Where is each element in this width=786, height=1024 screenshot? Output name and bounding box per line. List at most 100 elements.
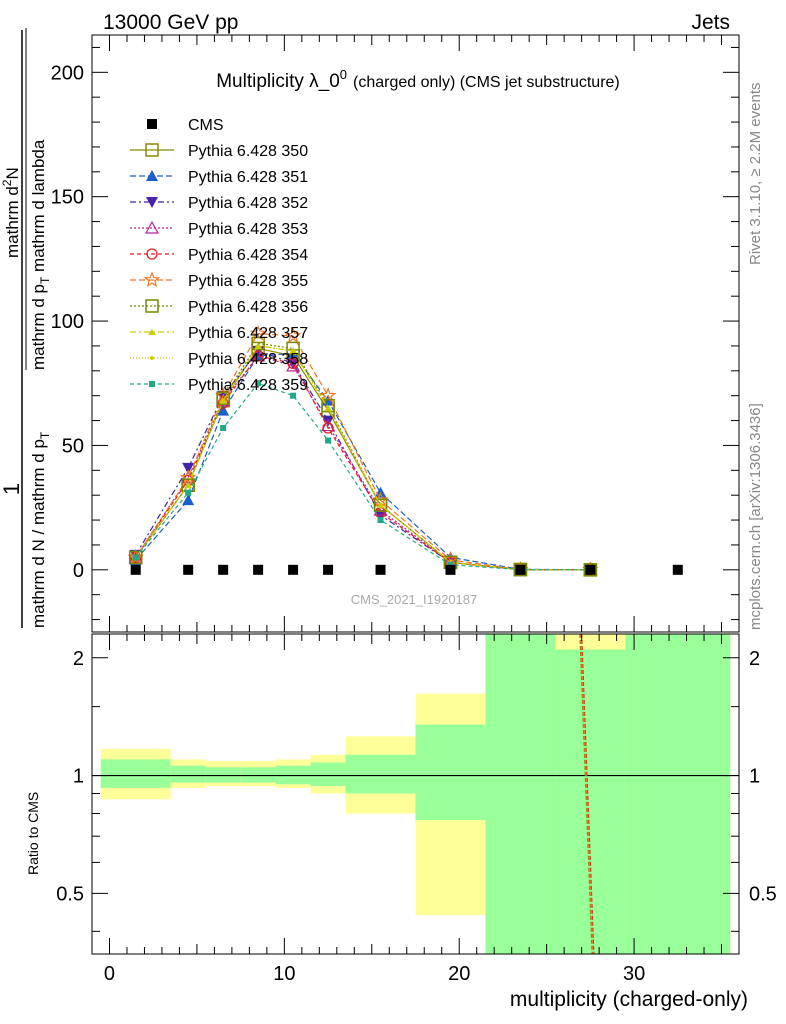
series-point [378, 503, 383, 508]
xtick-label: 10 [273, 963, 295, 985]
legend-item: Pythia 6.428 357 [130, 325, 308, 342]
legend-marker [144, 220, 160, 234]
legend-item: Pythia 6.428 356 [130, 299, 308, 316]
series-line [135, 382, 591, 571]
main-ytick-label: 50 [62, 435, 84, 457]
legend-label: Pythia 6.428 351 [188, 169, 308, 186]
legend-item: Pythia 6.428 359 [130, 377, 308, 394]
main-frame [91, 34, 740, 633]
stat-band [100, 759, 171, 788]
data-point [288, 564, 299, 575]
series-line [135, 352, 591, 571]
legend-label: Pythia 6.428 350 [188, 143, 308, 160]
legend-item: Pythia 6.428 355 [130, 271, 308, 290]
data-point [323, 564, 334, 575]
main-ytick-label: 200 [51, 62, 84, 84]
data-point [375, 564, 386, 575]
series-point [127, 548, 144, 565]
legend-label: Pythia 6.428 358 [188, 351, 308, 368]
stat-band [345, 754, 416, 794]
series-point [287, 357, 299, 370]
legend-item: Pythia 6.428 351 [130, 169, 308, 186]
legend-label: Pythia 6.428 352 [188, 195, 308, 212]
series-point [221, 398, 226, 403]
data-point [515, 564, 526, 575]
main-panel: Multiplicity λ_00 (charged only) (CMS jet… [51, 34, 740, 633]
main-ytick-label: 150 [51, 187, 84, 209]
legend-marker [145, 143, 159, 157]
ratio-ytick-label-right: 2 [749, 648, 760, 670]
main-series-group [127, 324, 683, 577]
data-point [672, 564, 683, 575]
series-point [321, 398, 335, 413]
legend-label: Pythia 6.428 354 [188, 247, 308, 264]
series-point [256, 343, 261, 348]
series-point [179, 469, 197, 485]
series-point [255, 380, 262, 387]
legend-marker [150, 356, 154, 360]
xtick-label: 20 [448, 963, 470, 985]
xtick-label: 30 [623, 963, 645, 985]
legend-label: Pythia 6.428 357 [188, 325, 308, 342]
legend-marker [147, 119, 157, 129]
ratio-ytick-label: 1 [73, 766, 84, 788]
ratio-frame [91, 633, 740, 955]
series-point [182, 494, 195, 506]
mcplots-label: mcplots.cern.ch [arXiv:1306.3436] [747, 403, 764, 630]
ylabel-denominator: mathrm d N / mathrm d pT [29, 431, 52, 628]
ylabel-one: 1 [0, 483, 24, 495]
series-point [377, 517, 384, 524]
series-line [135, 345, 591, 571]
header-right: Jets [691, 11, 730, 34]
series-point [249, 324, 267, 341]
data-point [130, 564, 141, 575]
main-ytick-label: 100 [51, 311, 84, 333]
series-point [220, 425, 227, 432]
data-point [585, 564, 596, 575]
chart-title: Multiplicity λ_00 (charged only) (CMS jet… [216, 67, 620, 92]
legend-marker [148, 329, 156, 335]
main-ylabel: 1 mathrm d N / mathrm d pT mathrm d2N ma… [0, 28, 52, 628]
series-point [251, 336, 265, 351]
legend-marker [146, 170, 158, 181]
series-10 [132, 380, 594, 573]
legend-marker [143, 271, 161, 288]
legend-item: Pythia 6.428 350 [130, 143, 308, 160]
series-point [286, 358, 301, 372]
legend-label: Pythia 6.428 356 [188, 299, 308, 316]
header-left: 13000 GeV pp [103, 11, 238, 34]
ratio-bands-group [92, 634, 739, 954]
xtick-label: 0 [104, 963, 115, 985]
series-point [322, 422, 334, 434]
ratio-panel: 0.5 0.51 12 20 10 20 30 [56, 633, 777, 985]
legend-label: Pythia 6.428 353 [188, 221, 308, 238]
legend-marker [146, 248, 158, 260]
data-point [218, 564, 229, 575]
series-point [284, 327, 302, 344]
data-point [183, 564, 194, 575]
series-point [321, 418, 336, 432]
stat-band [240, 767, 276, 783]
legend-marker [146, 197, 158, 208]
legend-label: CMS [188, 117, 224, 134]
ratio-ytick-label-right: 1 [749, 766, 760, 788]
legend-item: Pythia 6.428 358 [130, 351, 308, 368]
series-point [373, 498, 388, 512]
ratio-ytick-label-right: 0.5 [749, 883, 777, 905]
series-point [325, 437, 332, 444]
legend-item: CMS [147, 117, 224, 134]
series-point [291, 348, 296, 353]
main-ytick-label: 0 [73, 560, 84, 582]
series-point [130, 551, 142, 564]
stat-band [310, 762, 346, 787]
legend: CMS Pythia 6.428 350 Pythia 6.428 351 Pythi… [130, 117, 308, 394]
ratio-series-line [581, 633, 595, 955]
series-point [286, 341, 300, 356]
legend-item: Pythia 6.428 353 [130, 220, 308, 238]
series-point [252, 350, 264, 362]
series-point [290, 392, 297, 399]
ratio-ylabel: Ratio to CMS [25, 792, 41, 875]
legend-label: Pythia 6.428 359 [188, 377, 308, 394]
series-point [322, 415, 335, 427]
